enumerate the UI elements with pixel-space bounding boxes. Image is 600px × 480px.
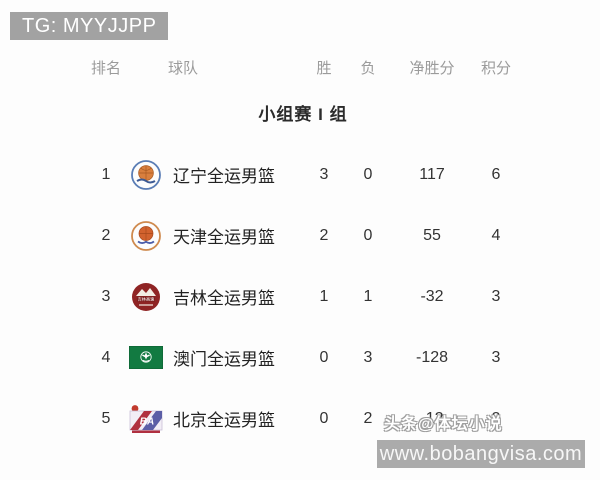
header-losses: 负 (360, 59, 376, 77)
tianjin-badge-icon (128, 220, 164, 252)
wins-value: 3 (319, 165, 329, 183)
points-value: 3 (491, 348, 501, 366)
points-value: 6 (491, 165, 501, 183)
table-header-row: 排名 球队 胜 负 净胜分 积分 (88, 54, 518, 80)
svg-text:BA: BA (140, 416, 154, 427)
standings-rows: 1 辽宁全运男篮 3 0 117 6 2 天津全运男篮 2 0 55 4 3 吉… (88, 144, 518, 449)
wins-value: 2 (319, 226, 329, 244)
header-wins: 胜 (316, 59, 332, 77)
wins-value: 0 (319, 348, 329, 366)
losses-value: 1 (363, 287, 373, 305)
team-cell: BA 北京全运男篮 (124, 403, 302, 435)
table-row: 4 澳门全运男篮 0 3 -128 3 (88, 327, 518, 388)
svg-text:吉林高速: 吉林高速 (138, 295, 156, 302)
losses-value: 3 (363, 348, 373, 366)
team-cell: 吉林高速 吉林全运男篮 (124, 281, 302, 313)
header-points: 积分 (480, 59, 511, 77)
team-name: 吉林全运男篮 (173, 289, 275, 308)
team-name: 天津全运男篮 (173, 228, 275, 247)
standings-table: 排名 球队 胜 负 净胜分 积分 小组赛 I 组 1 辽宁全运男篮 3 0 11… (88, 54, 518, 449)
diff-value: -32 (420, 287, 444, 305)
table-row: 3 吉林高速 吉林全运男篮 1 1 -32 3 (88, 266, 518, 327)
diff-value: -128 (415, 348, 449, 366)
header-diff: 净胜分 (409, 59, 455, 77)
wins-value: 1 (319, 287, 329, 305)
diff-value: -12 (420, 409, 444, 427)
header-team: 球队 (168, 59, 199, 77)
rank-value: 1 (101, 165, 111, 183)
beijing-cba-logo-icon: BA (128, 403, 164, 435)
rank-value: 5 (101, 409, 111, 427)
rank-value: 2 (101, 226, 111, 244)
diff-value: 55 (423, 226, 441, 244)
macau-flag-icon (128, 342, 164, 374)
losses-value: 2 (363, 409, 373, 427)
team-name: 澳门全运男篮 (173, 350, 275, 369)
group-stage-title: 小组赛 I 组 (258, 104, 348, 124)
telegram-tag-badge: TG: MYYJJPP (10, 12, 169, 40)
liaoning-badge-icon (128, 159, 164, 191)
table-row: 5 BA 北京全运男篮 0 2 -12 2 (88, 388, 518, 449)
website-url-bar: www.bobangvisa.com (377, 440, 585, 468)
team-name: 北京全运男篮 (173, 411, 275, 430)
losses-value: 0 (363, 165, 373, 183)
watermark-text: 头条@体坛小说 (384, 416, 503, 433)
table-row: 2 天津全运男篮 2 0 55 4 (88, 205, 518, 266)
rank-value: 3 (101, 287, 111, 305)
table-row: 1 辽宁全运男篮 3 0 117 6 (88, 144, 518, 205)
team-cell: 澳门全运男篮 (124, 342, 302, 374)
losses-value: 0 (363, 226, 373, 244)
points-value: 2 (491, 409, 501, 427)
wins-value: 0 (319, 409, 329, 427)
team-cell: 天津全运男篮 (124, 220, 302, 252)
points-value: 4 (491, 226, 501, 244)
header-rank: 排名 (90, 59, 121, 77)
team-name: 辽宁全运男篮 (173, 167, 275, 186)
rank-value: 4 (101, 348, 111, 366)
diff-value: 117 (419, 165, 445, 183)
jilin-badge-icon: 吉林高速 (128, 281, 164, 313)
points-value: 3 (491, 287, 501, 305)
team-cell: 辽宁全运男篮 (124, 159, 302, 191)
